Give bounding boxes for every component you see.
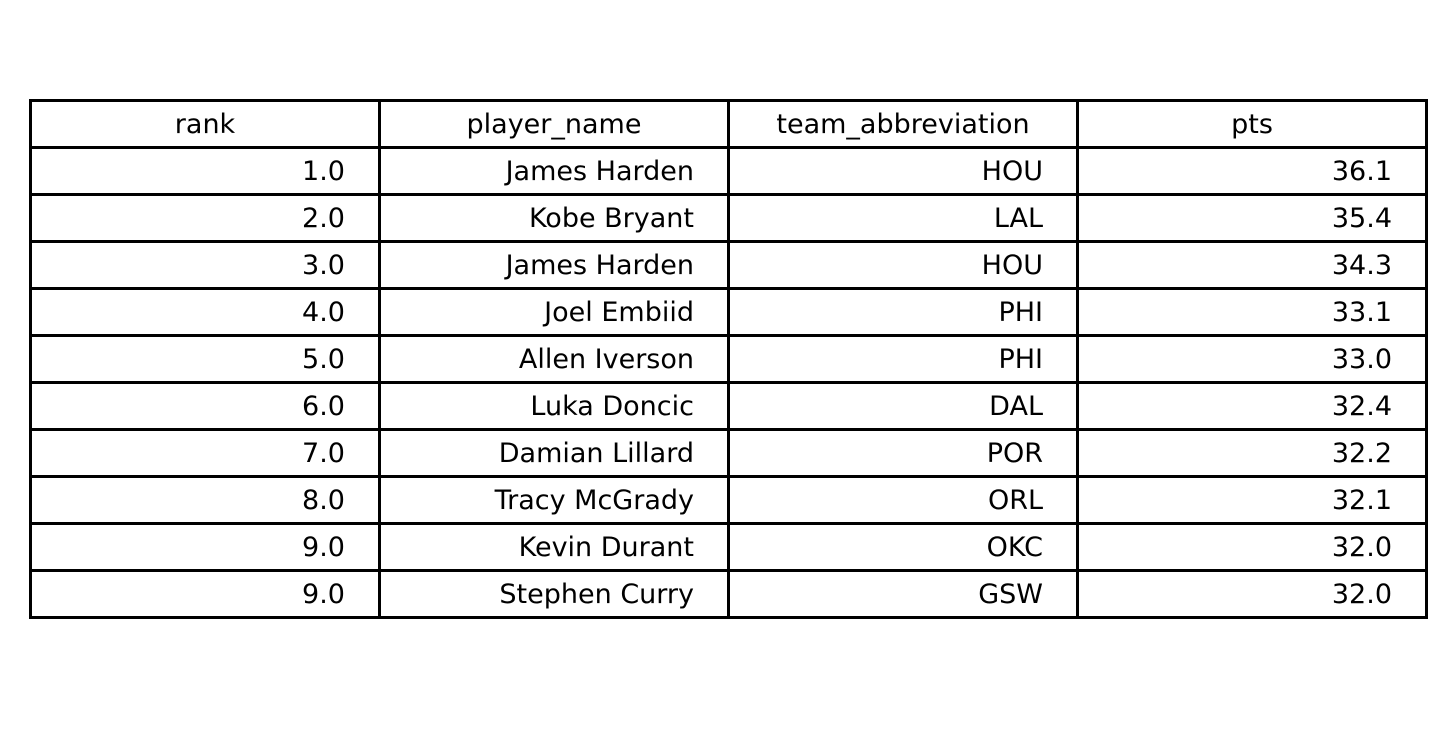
column-header-team-abbreviation: team_abbreviation (727, 99, 1079, 149)
cell-rank: 3.0 (29, 240, 381, 290)
cell-pts: 32.0 (1076, 522, 1428, 572)
cell-pts: 36.1 (1076, 146, 1428, 196)
cell-pts: 32.0 (1076, 569, 1428, 619)
cell-pts: 34.3 (1076, 240, 1428, 290)
cell-team-abbreviation: POR (727, 428, 1079, 478)
cell-team-abbreviation: HOU (727, 240, 1079, 290)
table-row: 8.0 Tracy McGrady ORL 32.1 (29, 475, 1428, 525)
cell-rank: 2.0 (29, 193, 381, 243)
cell-player-name: Kobe Bryant (378, 193, 730, 243)
cell-player-name: Stephen Curry (378, 569, 730, 619)
cell-pts: 33.0 (1076, 334, 1428, 384)
cell-rank: 9.0 (29, 569, 381, 619)
cell-rank: 1.0 (29, 146, 381, 196)
table-row: 9.0 Kevin Durant OKC 32.0 (29, 522, 1428, 572)
cell-player-name: Luka Doncic (378, 381, 730, 431)
cell-rank: 5.0 (29, 334, 381, 384)
cell-player-name: Joel Embiid (378, 287, 730, 337)
cell-team-abbreviation: HOU (727, 146, 1079, 196)
cell-pts: 35.4 (1076, 193, 1428, 243)
cell-pts: 32.1 (1076, 475, 1428, 525)
cell-pts: 32.2 (1076, 428, 1428, 478)
cell-team-abbreviation: DAL (727, 381, 1079, 431)
cell-team-abbreviation: GSW (727, 569, 1079, 619)
cell-player-name: James Harden (378, 240, 730, 290)
table-row: 5.0 Allen Iverson PHI 33.0 (29, 334, 1428, 384)
cell-pts: 32.4 (1076, 381, 1428, 431)
table-row: 7.0 Damian Lillard POR 32.2 (29, 428, 1428, 478)
table-row: 2.0 Kobe Bryant LAL 35.4 (29, 193, 1428, 243)
cell-player-name: Allen Iverson (378, 334, 730, 384)
table-row: 3.0 James Harden HOU 34.3 (29, 240, 1428, 290)
cell-rank: 8.0 (29, 475, 381, 525)
cell-team-abbreviation: ORL (727, 475, 1079, 525)
table-row: 4.0 Joel Embiid PHI 33.1 (29, 287, 1428, 337)
column-header-player-name: player_name (378, 99, 730, 149)
cell-player-name: Tracy McGrady (378, 475, 730, 525)
column-header-pts: pts (1076, 99, 1428, 149)
cell-rank: 7.0 (29, 428, 381, 478)
header-row: rank player_name team_abbreviation pts (29, 99, 1428, 149)
cell-team-abbreviation: OKC (727, 522, 1079, 572)
table-row: 1.0 James Harden HOU 36.1 (29, 146, 1428, 196)
table-row: 9.0 Stephen Curry GSW 32.0 (29, 569, 1428, 619)
cell-pts: 33.1 (1076, 287, 1428, 337)
cell-team-abbreviation: PHI (727, 287, 1079, 337)
cell-team-abbreviation: PHI (727, 334, 1079, 384)
cell-rank: 9.0 (29, 522, 381, 572)
cell-player-name: Damian Lillard (378, 428, 730, 478)
data-table: rank player_name team_abbreviation pts 1… (29, 99, 1428, 619)
cell-rank: 4.0 (29, 287, 381, 337)
cell-rank: 6.0 (29, 381, 381, 431)
cell-player-name: James Harden (378, 146, 730, 196)
cell-team-abbreviation: LAL (727, 193, 1079, 243)
table-body: 1.0 James Harden HOU 36.1 2.0 Kobe Bryant LAL 3… (29, 146, 1428, 619)
table-chart: rank player_name team_abbreviation pts 1… (29, 99, 1428, 619)
table-row: 6.0 Luka Doncic DAL 32.4 (29, 381, 1428, 431)
column-header-rank: rank (29, 99, 381, 149)
cell-player-name: Kevin Durant (378, 522, 730, 572)
